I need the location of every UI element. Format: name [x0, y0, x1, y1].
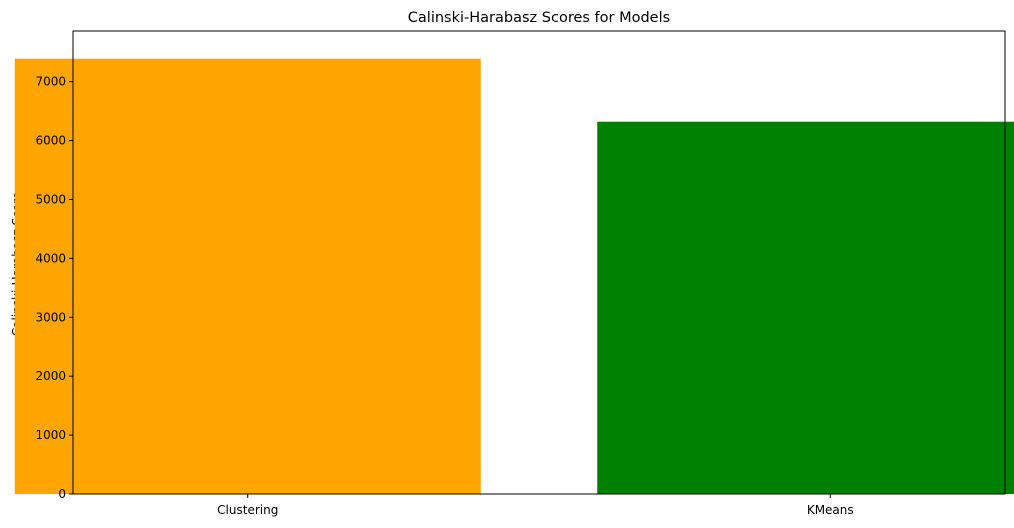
x-tick-label: Clustering [217, 503, 278, 517]
bar-clustering [14, 58, 481, 494]
y-tick-label: 0 [58, 487, 66, 501]
y-tick-label: 6000 [35, 134, 66, 148]
y-tick-label: 2000 [35, 369, 66, 383]
y-tick-label: 3000 [35, 310, 66, 324]
plot-frame [72, 30, 1006, 495]
x-axis-ticks: Clustering KMeans [217, 494, 854, 517]
y-tick-label: 1000 [35, 428, 66, 442]
bars-group [14, 58, 1014, 494]
bar-kmeans [597, 121, 1014, 494]
chart-title: Calinski-Harabasz Scores for Models [408, 10, 670, 26]
y-tick-label: 7000 [35, 75, 66, 89]
y-tick-label: 5000 [35, 192, 66, 206]
x-tick-label: KMeans [807, 503, 854, 517]
y-tick-label: 4000 [35, 251, 66, 265]
y-axis-ticks: 0 1000 2000 3000 4000 5000 6000 7000 [35, 75, 73, 501]
